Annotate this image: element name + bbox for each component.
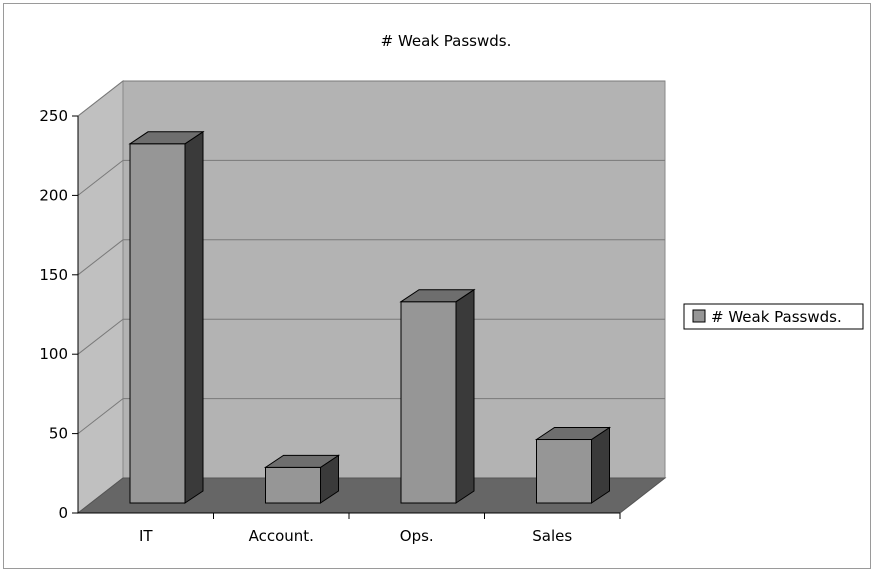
y-tick-label: 100 <box>39 345 68 363</box>
bar <box>263 454 341 504</box>
y-tick-label: 200 <box>39 186 68 204</box>
bar <box>399 288 476 504</box>
bar-front <box>400 301 457 504</box>
bar <box>128 130 205 504</box>
x-tick-label: Account. <box>249 527 314 545</box>
bar-front <box>129 143 186 504</box>
gridline <box>77 398 665 434</box>
bar-side <box>184 130 204 504</box>
legend-label: # Weak Passwds. <box>711 308 842 326</box>
bar-side <box>591 426 610 504</box>
gridline <box>77 318 665 355</box>
y-tick-label: 50 <box>49 425 68 443</box>
y-tick-label: 250 <box>39 107 68 125</box>
y-tick-label: 0 <box>58 504 68 522</box>
legend-swatch <box>692 309 706 323</box>
chart-title: # Weak Passwds. <box>381 32 512 50</box>
legend: # Weak Passwds. <box>683 303 864 330</box>
gridline <box>77 80 665 117</box>
bar-top <box>263 454 341 468</box>
bar-top <box>534 427 612 441</box>
gridline <box>77 239 665 276</box>
y-tick-label: 150 <box>39 266 68 284</box>
bar-side <box>455 288 475 504</box>
x-tick-label: IT <box>139 527 153 545</box>
bar <box>534 426 612 504</box>
x-tick-label: Sales <box>532 527 572 545</box>
bar-top <box>128 131 205 145</box>
bar-front <box>265 466 321 504</box>
x-tick-label: Ops. <box>400 527 434 545</box>
side-wall <box>77 79 124 515</box>
bar-top <box>399 289 476 303</box>
bar-front <box>536 439 592 504</box>
back-wall <box>122 80 666 479</box>
gridline <box>77 159 665 196</box>
